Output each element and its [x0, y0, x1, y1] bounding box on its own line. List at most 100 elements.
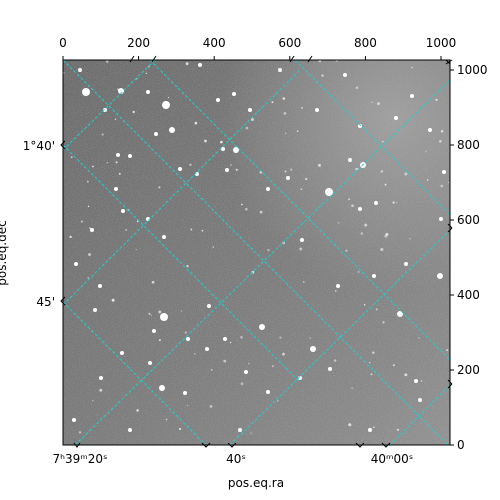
faint-star	[404, 172, 408, 176]
faint-star	[425, 151, 427, 153]
faint-star	[318, 163, 321, 167]
faint-star	[70, 156, 73, 159]
faint-star	[396, 201, 398, 204]
faint-star	[80, 220, 83, 223]
star	[442, 170, 446, 174]
star	[216, 98, 220, 102]
star	[397, 311, 403, 317]
faint-star	[396, 428, 400, 431]
star	[98, 284, 102, 288]
grid-line	[389, 384, 450, 445]
faint-star	[88, 227, 91, 229]
faint-star	[380, 170, 384, 173]
faint-star	[240, 203, 243, 206]
faint-star	[271, 365, 274, 368]
faint-star	[186, 264, 189, 268]
faint-star	[285, 132, 287, 134]
faint-star	[150, 314, 153, 317]
star	[78, 68, 82, 72]
star	[128, 428, 132, 432]
faint-star	[135, 248, 137, 251]
faint-star	[147, 65, 151, 68]
faint-star	[250, 432, 252, 434]
top-tick-label: 200	[127, 36, 150, 50]
star	[120, 351, 124, 355]
faint-star	[348, 423, 352, 427]
star	[248, 108, 252, 112]
plot-frame	[62, 59, 451, 446]
star	[186, 337, 190, 341]
grid-line	[63, 144, 301, 383]
ra-tick-label: 40ˢ	[226, 452, 246, 466]
faint-star	[178, 427, 182, 431]
star	[114, 187, 118, 191]
faint-star	[435, 98, 438, 102]
faint-star	[250, 118, 254, 121]
faint-star	[384, 183, 387, 186]
ra-tick-label: 40ᵐ00ˢ	[371, 452, 414, 466]
faint-star	[355, 86, 359, 89]
faint-star	[439, 140, 442, 143]
star	[238, 428, 242, 432]
faint-star	[382, 321, 385, 324]
faint-star	[115, 161, 118, 164]
top-tick-label: 1000	[426, 36, 457, 50]
star	[93, 308, 97, 312]
faint-star	[180, 310, 183, 312]
faint-star	[186, 404, 189, 407]
star	[404, 262, 408, 266]
faint-star	[440, 184, 444, 188]
star	[428, 128, 432, 132]
faint-star	[190, 228, 193, 231]
faint-star	[117, 88, 119, 91]
star	[146, 90, 150, 94]
faint-star	[277, 400, 279, 402]
faint-star	[372, 351, 375, 354]
faint-star	[132, 110, 135, 114]
star	[336, 284, 340, 288]
faint-star	[300, 188, 303, 191]
right-y-axis: 0 200 400 600 800 1000	[450, 63, 488, 452]
faint-star	[290, 168, 293, 171]
faint-star	[301, 107, 303, 109]
faint-star	[267, 248, 270, 252]
star	[99, 376, 103, 380]
faint-star	[151, 280, 155, 284]
faint-star	[284, 170, 287, 173]
star	[259, 324, 265, 330]
grid-line	[229, 229, 450, 445]
right-tick-label: 1000	[457, 63, 488, 77]
faint-star	[364, 223, 368, 227]
ra-axis	[73, 442, 391, 448]
star	[207, 304, 211, 308]
faint-star	[282, 352, 285, 356]
star	[343, 73, 347, 77]
faint-star	[165, 418, 168, 421]
star	[232, 92, 236, 96]
faint-star	[125, 229, 128, 231]
faint-star	[337, 221, 340, 224]
right-tick-label: 0	[457, 438, 465, 452]
star	[372, 274, 376, 278]
faint-star	[279, 336, 282, 339]
faint-star	[392, 201, 395, 204]
star	[154, 132, 158, 136]
grid-line	[63, 301, 206, 445]
top-x-axis: 0 200 400 600 800 1000	[59, 36, 456, 60]
faint-star	[305, 177, 308, 181]
faint-star	[283, 112, 287, 115]
faint-star	[87, 205, 90, 208]
star	[221, 147, 225, 151]
top-tick-label: 400	[203, 36, 226, 50]
right-tick-label: 800	[457, 138, 480, 152]
faint-star	[136, 220, 139, 223]
star	[315, 108, 319, 112]
faint-star	[158, 310, 162, 314]
star	[266, 390, 270, 394]
faint-star	[426, 179, 429, 181]
star	[118, 88, 124, 94]
grid-line	[294, 60, 450, 216]
faint-star	[88, 253, 91, 256]
star	[160, 313, 168, 321]
